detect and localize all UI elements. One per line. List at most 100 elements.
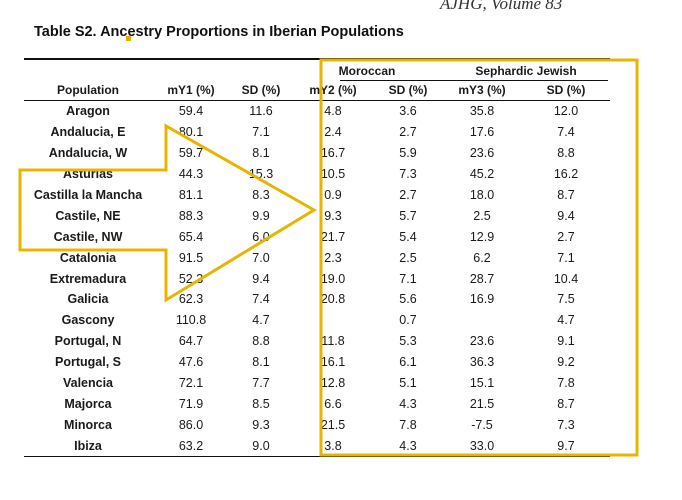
table-row: Aragon 59.4 11.6 4.8 3.6 35.8 12.0: [24, 101, 610, 122]
value-cell: 8.1: [252, 146, 270, 161]
value-cell: 11.6: [249, 104, 273, 119]
ancestry-table: Moroccan Sephardic Jewish Population mY1…: [24, 62, 610, 456]
population-cell: Majorca: [64, 396, 112, 411]
table-body: Aragon 59.4 11.6 4.8 3.6 35.8 12.0 Andalucia, E…: [24, 101, 610, 457]
value-cell: 72.1: [178, 376, 204, 391]
value-cell: 19.0: [320, 271, 346, 286]
value-cell: 6.2: [473, 250, 491, 265]
value-cell: 5.3: [399, 334, 417, 349]
column-header: mY1 (%): [152, 80, 230, 101]
population-cell: Castile, NE: [55, 208, 121, 223]
value-cell: 86.0: [178, 417, 204, 432]
value-cell: 110.8: [175, 313, 207, 328]
value-cell: 4.7: [557, 313, 575, 328]
value-cell: 12.8: [320, 376, 346, 391]
table-row: Extremadura 52.3 9.4 19.0 7.1 28.7 10.4: [24, 268, 610, 289]
population-cell: Castilla la Mancha: [33, 188, 143, 202]
value-cell: 59.7: [178, 146, 204, 161]
value-cell: 8.7: [557, 396, 575, 411]
value-cell: 8.1: [252, 355, 270, 370]
table-row: Gascony 110.8 4.7 0.7 4.7: [24, 310, 610, 331]
value-cell: 7.8: [399, 417, 417, 432]
value-cell: 91.5: [178, 250, 204, 265]
value-cell: 2.7: [399, 125, 417, 140]
value-cell: 7.4: [252, 292, 270, 307]
value-cell: 10.4: [553, 271, 579, 286]
value-cell: 11.8: [321, 334, 345, 349]
population-cell: Galicia: [67, 292, 109, 307]
population-cell: Gascony: [61, 313, 115, 328]
table-row: Castile, NE 88.3 9.9 9.3 5.7 2.5 9.4: [24, 205, 610, 226]
value-cell: 8.5: [252, 396, 270, 411]
value-cell: 3.6: [399, 104, 417, 119]
value-cell: 45.2: [469, 167, 495, 182]
value-cell: 17.6: [469, 125, 495, 140]
value-cell: 7.3: [557, 417, 575, 432]
value-cell: [442, 310, 522, 331]
population-cell: Andalucia, W: [48, 146, 128, 161]
table-row: Andalucia, W 59.7 8.1 16.7 5.9 23.6 8.8: [24, 143, 610, 164]
value-cell: 47.6: [178, 355, 204, 370]
value-cell: 15.3: [248, 167, 274, 182]
value-cell: 5.7: [399, 208, 417, 223]
value-cell: 9.1: [557, 334, 575, 349]
value-cell: 15.1: [469, 376, 495, 391]
population-cell: Asturias: [62, 167, 114, 182]
value-cell: 62.3: [178, 292, 204, 307]
value-cell: 2.7: [557, 229, 575, 244]
value-cell: 65.4: [178, 229, 204, 244]
column-header: SD (%): [230, 80, 292, 101]
value-cell: 4.8: [324, 104, 342, 119]
value-cell: 7.8: [557, 376, 575, 391]
population-cell: Aragon: [66, 104, 110, 119]
value-cell: 63.2: [178, 438, 204, 453]
population-cell: Andalucia, E: [50, 125, 126, 140]
value-cell: 2.5: [473, 208, 491, 223]
highlight-marker: [126, 36, 131, 41]
value-cell: 6.1: [399, 355, 417, 370]
column-header: mY2 (%): [292, 80, 374, 101]
value-cell: 9.3: [252, 417, 270, 432]
population-cell: Portugal, N: [54, 334, 122, 349]
value-cell: 9.2: [557, 355, 575, 370]
journal-header: AJHG, Volume 83: [440, 0, 563, 13]
population-cell: Catalonia: [59, 250, 117, 265]
value-cell: 9.4: [252, 271, 270, 286]
value-cell: 36.3: [469, 355, 495, 370]
value-cell: 88.3: [178, 208, 204, 223]
value-cell: 0.7: [399, 313, 417, 328]
value-cell: 44.3: [178, 167, 204, 182]
column-header: Population: [24, 80, 152, 101]
value-cell: 28.7: [469, 271, 495, 286]
value-cell: 9.9: [252, 208, 270, 223]
value-cell: 80.1: [178, 125, 204, 140]
column-header: SD (%): [374, 80, 442, 101]
value-cell: 59.4: [178, 104, 204, 119]
table-row: Portugal, N 64.7 8.8 11.8 5.3 23.6 9.1: [24, 331, 610, 352]
value-cell: 21.5: [320, 417, 346, 432]
population-cell: Ibiza: [74, 438, 102, 453]
value-cell: 18.0: [469, 188, 495, 202]
table-row: Ibiza 63.2 9.0 3.8 4.3 33.0 9.7: [24, 435, 610, 456]
population-cell: Castile, NW: [53, 229, 123, 244]
table-row: Valencia 72.1 7.7 12.8 5.1 15.1 7.8: [24, 373, 610, 394]
value-cell: 23.6: [469, 146, 495, 161]
value-cell: 16.1: [320, 355, 346, 370]
value-cell: 9.7: [557, 438, 575, 453]
value-cell: 2.3: [324, 250, 342, 265]
table-row: Andalucia, E 80.1 7.1 2.4 2.7 17.6 7.4: [24, 122, 610, 143]
value-cell: 2.7: [399, 188, 417, 202]
value-cell: 9.4: [557, 208, 575, 223]
group-header-moroccan: Moroccan: [338, 64, 396, 78]
value-cell: 2.5: [399, 250, 417, 265]
table-row: Castilla la Mancha 81.1 8.3 0.9 2.7 18.0 8.7: [24, 185, 610, 206]
value-cell: 16.7: [320, 146, 346, 161]
top-rule: [24, 58, 610, 60]
value-cell: 7.4: [557, 125, 575, 140]
group-header-row: Moroccan Sephardic Jewish: [24, 62, 610, 80]
table-row: Catalonia 91.5 7.0 2.3 2.5 6.2 7.1: [24, 247, 610, 268]
value-cell: 3.8: [324, 438, 342, 453]
value-cell: 7.7: [252, 376, 270, 391]
value-cell: 5.4: [399, 229, 417, 244]
value-cell: 7.0: [252, 250, 270, 265]
